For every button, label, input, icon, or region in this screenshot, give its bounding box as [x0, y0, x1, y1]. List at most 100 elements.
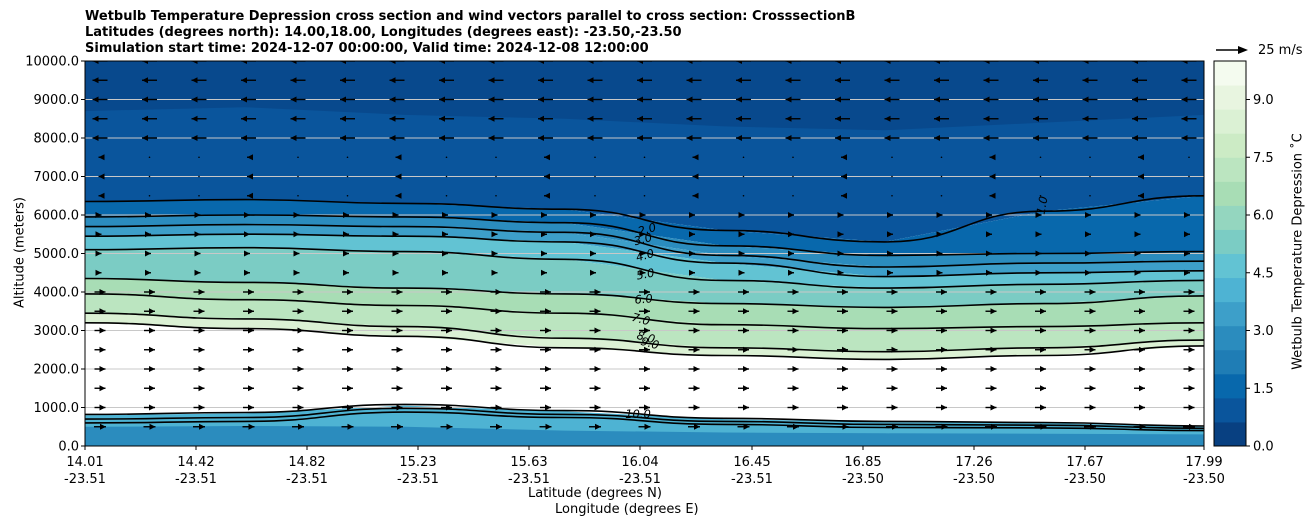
wind-vector: [884, 77, 900, 84]
wind-vector: [193, 308, 205, 315]
wind-vector: [1183, 308, 1195, 315]
field-band-upper-dark: [85, 61, 1204, 131]
wind-vector: [835, 77, 850, 84]
wind-vector: [985, 327, 997, 334]
wind-vector: [441, 346, 452, 353]
wind-vector: [637, 135, 652, 141]
wind-vector: [639, 346, 650, 353]
wind-vector: [94, 404, 106, 411]
contour-label: 5.0: [635, 266, 655, 283]
wind-vector: [590, 231, 596, 238]
wind-vector: [936, 327, 947, 334]
wind-vector: [441, 404, 452, 411]
y-tick-label: 1000.0: [34, 401, 80, 416]
chart-title: Wetbulb Temperature Depression cross sec…: [85, 9, 855, 57]
wind-vector: [193, 404, 205, 411]
wind-vector: [1033, 115, 1048, 122]
wind-vector: [1034, 423, 1047, 430]
wind-vector: [442, 231, 448, 238]
wind-vector: [637, 77, 652, 84]
wind-vector: [837, 289, 848, 295]
wind-vector: [1035, 250, 1042, 257]
wind-vector: [1084, 346, 1096, 353]
wind-vector: [292, 289, 304, 295]
wind-vector: [643, 175, 646, 178]
wind-vector: [787, 423, 799, 430]
wind-vector: [340, 77, 355, 84]
wind-vector: [143, 423, 156, 430]
quiver-key-label: 25 m/s: [1258, 43, 1303, 58]
wind-vector: [643, 156, 646, 159]
wind-vector: [340, 135, 355, 141]
wind-vector: [989, 154, 996, 161]
x-tick-label-lon: -23.51: [64, 472, 106, 487]
wind-vector: [292, 366, 304, 372]
contour-label: 10.0: [625, 407, 651, 421]
wind-vector: [392, 231, 399, 238]
wind-vector: [491, 269, 498, 276]
wind-vector: [292, 423, 304, 430]
wind-vector: [983, 77, 999, 84]
wind-vector: [692, 192, 699, 199]
wind-vector: [934, 96, 949, 103]
wind-vector: [148, 156, 151, 159]
x-tick-label-lat: 16.45: [733, 455, 770, 470]
wind-vector: [395, 154, 402, 161]
wind-vector: [441, 385, 452, 392]
wind-vector: [1134, 366, 1145, 372]
wind-vector: [1134, 250, 1141, 257]
x-tick-label-lon: -23.51: [175, 472, 217, 487]
wind-vector: [736, 61, 751, 64]
wind-vector: [340, 61, 355, 64]
wind-vector: [441, 289, 452, 295]
wind-vector: [144, 385, 155, 392]
wind-vector: [785, 115, 801, 122]
wind-vector: [1132, 135, 1147, 141]
wind-vector: [787, 385, 799, 392]
wind-vector: [391, 385, 403, 392]
wind-vector: [442, 269, 448, 276]
wind-vector: [1082, 61, 1098, 64]
wind-vector: [342, 327, 353, 334]
contour-line-5: [85, 246, 1204, 289]
wind-vector: [442, 250, 448, 257]
wind-vector: [247, 173, 253, 180]
wind-vector: [94, 346, 106, 353]
wind-vector: [290, 61, 306, 64]
wind-vector: [1184, 269, 1190, 276]
wind-vector: [142, 115, 157, 122]
wind-vector: [587, 135, 603, 141]
wind-vector: [1183, 385, 1195, 392]
wind-vector: [1183, 327, 1195, 334]
wind-vector: [293, 250, 300, 257]
wind-vector: [194, 269, 201, 276]
wind-vector: [639, 250, 646, 257]
colorbar-bin: [1214, 325, 1246, 351]
wind-vector: [1033, 77, 1048, 84]
wind-vector: [887, 212, 893, 218]
wind-vector: [488, 115, 504, 122]
wind-vector: [639, 231, 646, 238]
wind-vector: [241, 135, 256, 141]
wind-vector: [688, 423, 700, 430]
x-tick-label-lat: 14.42: [177, 455, 214, 470]
wind-vector: [389, 96, 405, 103]
field-band-3: [85, 215, 1204, 267]
field-band-9: [85, 313, 1204, 360]
contour-line-8: [85, 312, 1204, 353]
wind-vector: [886, 404, 898, 411]
x-tick-label-lat: 15.23: [399, 455, 436, 470]
wind-vector: [688, 404, 700, 411]
wind-vector: [1181, 135, 1197, 141]
wind-vector: [589, 346, 601, 353]
wind-vector: [92, 135, 108, 141]
wind-vector: [884, 135, 900, 141]
wind-vector: [1035, 346, 1046, 353]
wind-vector: [441, 327, 452, 334]
wind-vector: [936, 308, 947, 315]
wind-vector: [540, 327, 551, 334]
wind-vector: [1084, 289, 1096, 295]
wind-vector: [891, 175, 893, 178]
contour-line-surface-1: [85, 403, 1204, 427]
contour-line-6: [85, 277, 1204, 309]
